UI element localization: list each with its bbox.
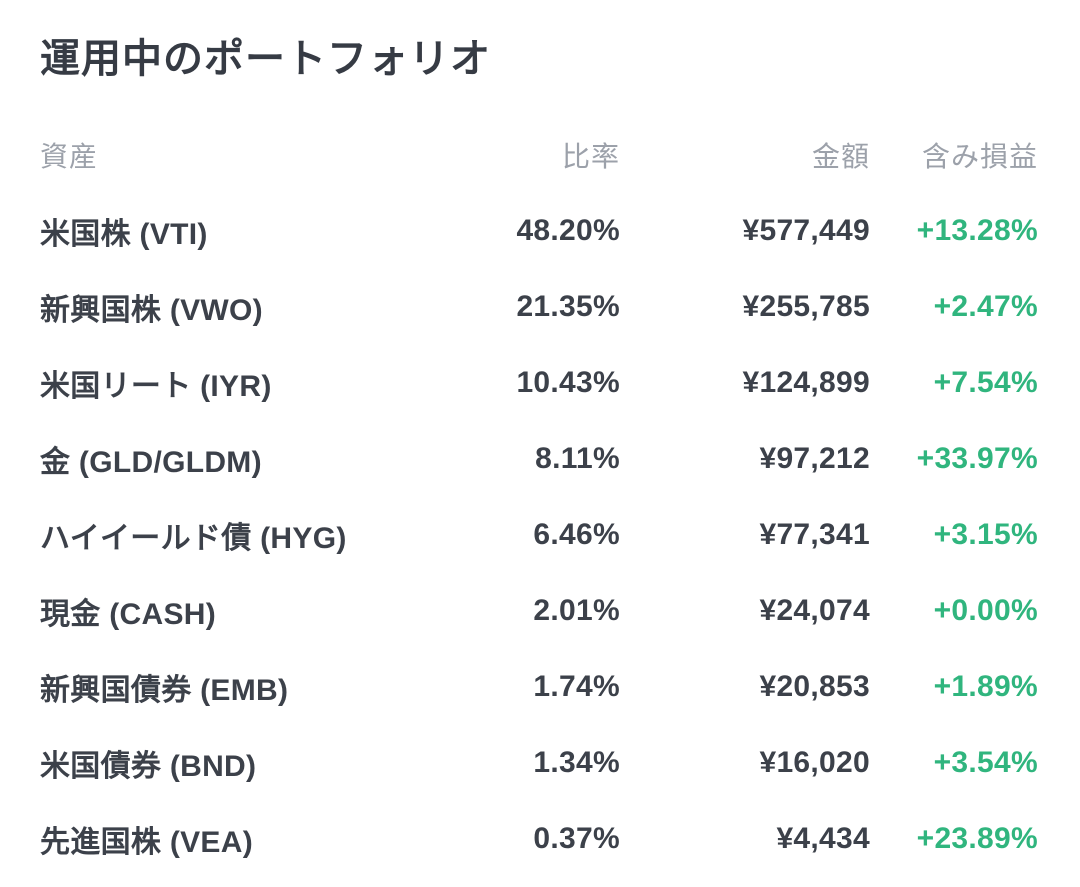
table-row: 新興国株 (VWO) 21.35% ¥255,785 +2.47% (40, 269, 1038, 345)
amount-cell: ¥4,434 (776, 822, 870, 855)
ratio-cell: 8.11% (535, 442, 620, 475)
ratio-cell: 0.37% (533, 822, 620, 855)
header-ratio: 比率 (561, 141, 620, 172)
ratio-cell: 1.34% (533, 746, 620, 779)
page-title: 運用中のポートフォリオ (40, 37, 491, 81)
ratio-cell: 2.01% (533, 594, 620, 627)
table-row: 金 (GLD/GLDM) 8.11% ¥97,212 +33.97% (40, 421, 1038, 497)
unrealized-pl-cell: +2.47% (933, 290, 1038, 323)
amount-cell: ¥577,449 (742, 214, 870, 247)
amount-cell: ¥97,212 (759, 442, 870, 475)
header-unrealized-pl: 含み損益 (921, 141, 1038, 172)
ratio-cell: 1.74% (533, 670, 620, 703)
table-row: ハイイールド債 (HYG) 6.46% ¥77,341 +3.15% (40, 497, 1038, 573)
asset-name-cell: 新興国債券 (EMB) (40, 674, 289, 707)
amount-cell: ¥20,853 (759, 670, 870, 703)
table-row: 新興国債券 (EMB) 1.74% ¥20,853 +1.89% (40, 649, 1038, 725)
table-row: 米国株 (VTI) 48.20% ¥577,449 +13.28% (40, 193, 1038, 269)
table-row: 先進国株 (VEA) 0.37% ¥4,434 +23.89% (40, 801, 1038, 877)
ratio-cell: 10.43% (516, 366, 620, 399)
header-asset: 資産 (40, 141, 99, 172)
ratio-cell: 6.46% (533, 518, 620, 551)
unrealized-pl-cell: +7.54% (933, 366, 1038, 399)
amount-cell: ¥124,899 (742, 366, 870, 399)
table-row: 現金 (CASH) 2.01% ¥24,074 +0.00% (40, 573, 1038, 649)
ratio-cell: 21.35% (516, 290, 620, 323)
amount-cell: ¥24,074 (759, 594, 870, 627)
asset-name-cell: 新興国株 (VWO) (40, 294, 263, 327)
portfolio-table: 資産 比率 金額 含み損益 米国株 (VTI) 48.20% ¥577,449 … (40, 117, 1038, 877)
asset-name-cell: 米国債券 (BND) (40, 750, 257, 783)
unrealized-pl-cell: +33.97% (916, 442, 1038, 475)
unrealized-pl-cell: +3.15% (933, 518, 1038, 551)
unrealized-pl-cell: +3.54% (933, 746, 1038, 779)
ratio-cell: 48.20% (516, 214, 620, 247)
table-header-row: 資産 比率 金額 含み損益 (40, 117, 1038, 193)
asset-name-cell: 米国リート (IYR) (40, 370, 272, 403)
unrealized-pl-cell: +23.89% (916, 822, 1038, 855)
amount-cell: ¥255,785 (742, 290, 870, 323)
amount-cell: ¥77,341 (759, 518, 870, 551)
unrealized-pl-cell: +0.00% (933, 594, 1038, 627)
unrealized-pl-cell: +1.89% (933, 670, 1038, 703)
asset-name-cell: 先進国株 (VEA) (40, 826, 253, 859)
table-row: 米国リート (IYR) 10.43% ¥124,899 +7.54% (40, 345, 1038, 421)
asset-name-cell: 米国株 (VTI) (40, 218, 208, 251)
asset-name-cell: 現金 (CASH) (40, 598, 217, 631)
table-row: 米国債券 (BND) 1.34% ¥16,020 +3.54% (40, 725, 1038, 801)
asset-name-cell: 金 (GLD/GLDM) (40, 446, 262, 479)
header-amount: 金額 (811, 141, 870, 172)
unrealized-pl-cell: +13.28% (916, 214, 1038, 247)
asset-name-cell: ハイイールド債 (HYG) (40, 522, 347, 555)
amount-cell: ¥16,020 (759, 746, 870, 779)
